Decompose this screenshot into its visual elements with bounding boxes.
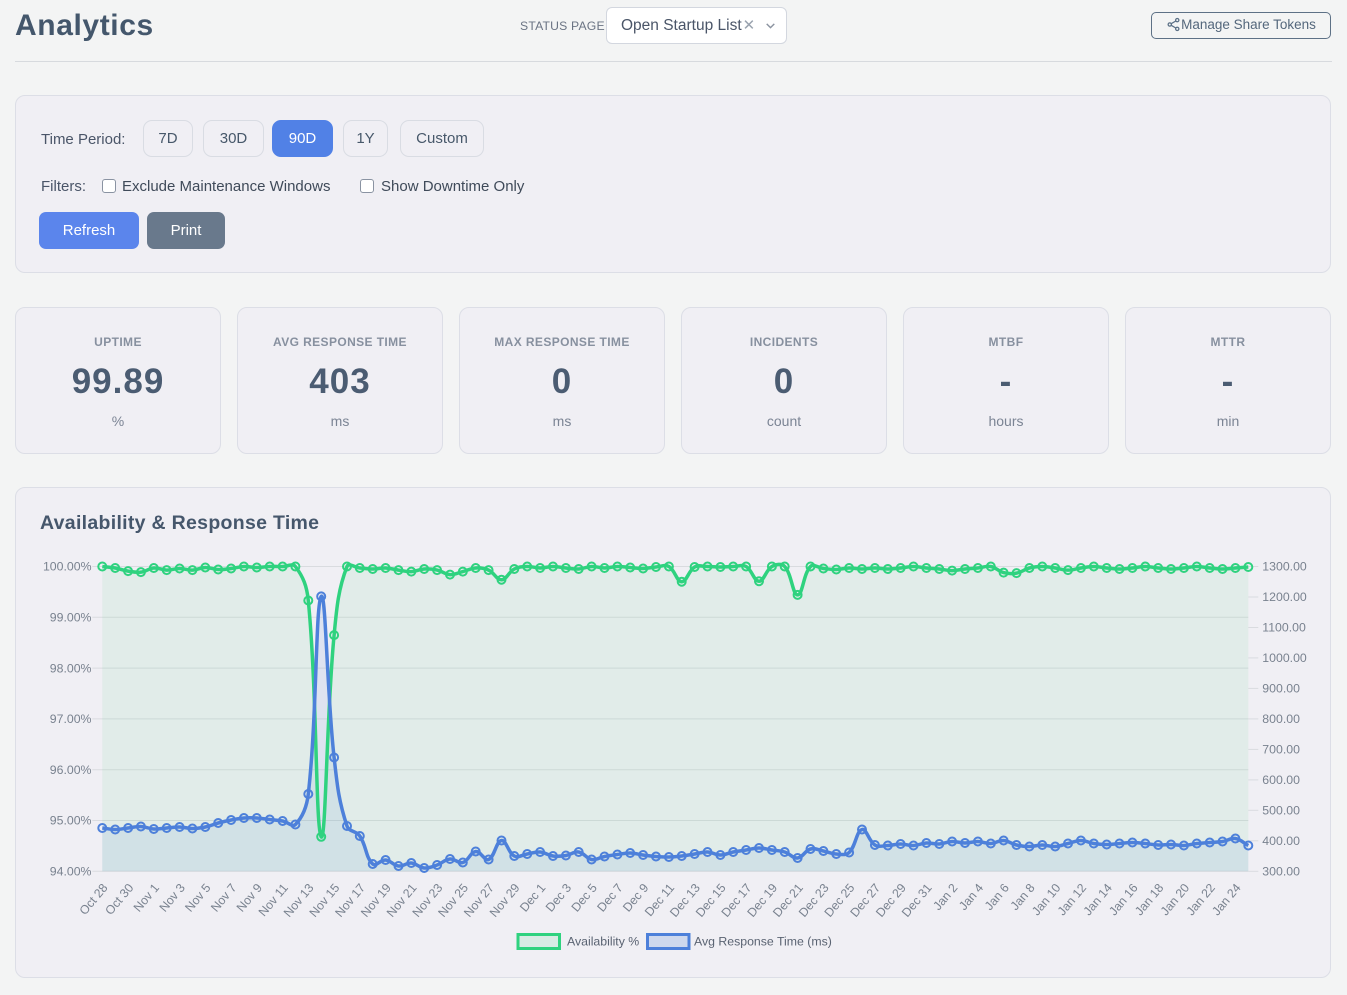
svg-text:Nov 5: Nov 5 <box>182 881 213 915</box>
svg-text:98.00%: 98.00% <box>50 661 92 675</box>
svg-text:Nov 7: Nov 7 <box>208 881 239 915</box>
svg-text:100.00%: 100.00% <box>43 560 92 574</box>
svg-text:1100.00: 1100.00 <box>1262 621 1306 635</box>
svg-text:Avg Response Time (ms): Avg Response Time (ms) <box>694 935 832 949</box>
svg-text:800.00: 800.00 <box>1262 712 1300 726</box>
svg-text:1200.00: 1200.00 <box>1262 590 1307 604</box>
svg-text:Dec 5: Dec 5 <box>569 881 600 915</box>
svg-text:1000.00: 1000.00 <box>1262 651 1307 665</box>
svg-text:94.00%: 94.00% <box>50 865 92 879</box>
svg-text:Oct 30: Oct 30 <box>102 881 136 918</box>
svg-text:Availability %: Availability % <box>567 935 639 949</box>
svg-text:700.00: 700.00 <box>1262 743 1300 757</box>
svg-text:97.00%: 97.00% <box>50 712 92 726</box>
svg-text:Nov 1: Nov 1 <box>131 881 162 915</box>
svg-text:Jan 6: Jan 6 <box>982 881 1012 913</box>
svg-text:300.00: 300.00 <box>1262 865 1300 879</box>
svg-text:Jan 4: Jan 4 <box>956 881 986 913</box>
svg-text:99.00%: 99.00% <box>50 611 92 625</box>
svg-text:96.00%: 96.00% <box>50 763 92 777</box>
svg-text:500.00: 500.00 <box>1262 804 1300 818</box>
svg-text:95.00%: 95.00% <box>50 814 92 828</box>
svg-text:400.00: 400.00 <box>1262 834 1300 848</box>
svg-text:Dec 7: Dec 7 <box>594 881 625 915</box>
svg-text:Jan 2: Jan 2 <box>930 881 960 913</box>
svg-text:900.00: 900.00 <box>1262 682 1300 696</box>
svg-text:Dec 3: Dec 3 <box>543 881 574 915</box>
svg-text:Jan 24: Jan 24 <box>1209 881 1244 918</box>
svg-text:1300.00: 1300.00 <box>1262 560 1307 574</box>
svg-text:Dec 1: Dec 1 <box>517 881 548 915</box>
svg-text:600.00: 600.00 <box>1262 773 1300 787</box>
svg-text:Nov 3: Nov 3 <box>157 881 188 915</box>
